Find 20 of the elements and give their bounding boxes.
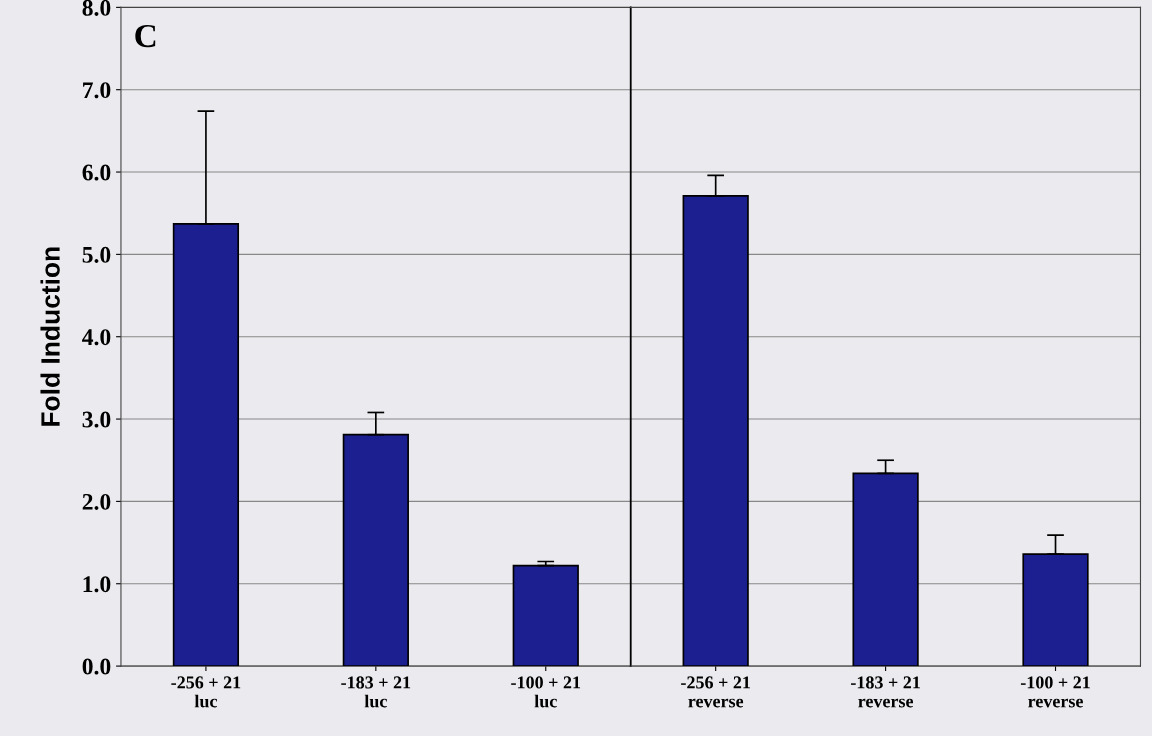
x-tick-label: -256 + 21 luc bbox=[171, 676, 241, 708]
bar bbox=[512, 564, 579, 667]
y-tick-label: 3.0 bbox=[82, 411, 111, 428]
y-tick-label: 4.0 bbox=[82, 329, 111, 346]
y-tick-label: 2.0 bbox=[82, 493, 111, 510]
x-tick-label: -100 + 21 luc bbox=[511, 676, 581, 708]
x-tick-label: -183 + 21 reverse bbox=[851, 676, 920, 708]
bar bbox=[172, 223, 240, 667]
y-tick-label: 5.0 bbox=[82, 246, 111, 263]
x-tick-label: -256 + 21 reverse bbox=[681, 676, 750, 708]
y-tick-label: 6.0 bbox=[82, 164, 111, 181]
x-tick-label: -100 + 21 reverse bbox=[1020, 676, 1090, 708]
annotation: C bbox=[135, 24, 156, 48]
bar bbox=[342, 433, 409, 667]
y-tick-label: 0.0 bbox=[82, 658, 111, 675]
x-tick-label: -183 + 21 luc bbox=[341, 676, 411, 708]
y-tick-label: 1.0 bbox=[83, 576, 111, 593]
y-tick-label: 7.0 bbox=[83, 82, 111, 99]
y-axis-title: Fold Induction bbox=[40, 247, 60, 426]
y-tick-label: 8.0 bbox=[82, 0, 111, 16]
